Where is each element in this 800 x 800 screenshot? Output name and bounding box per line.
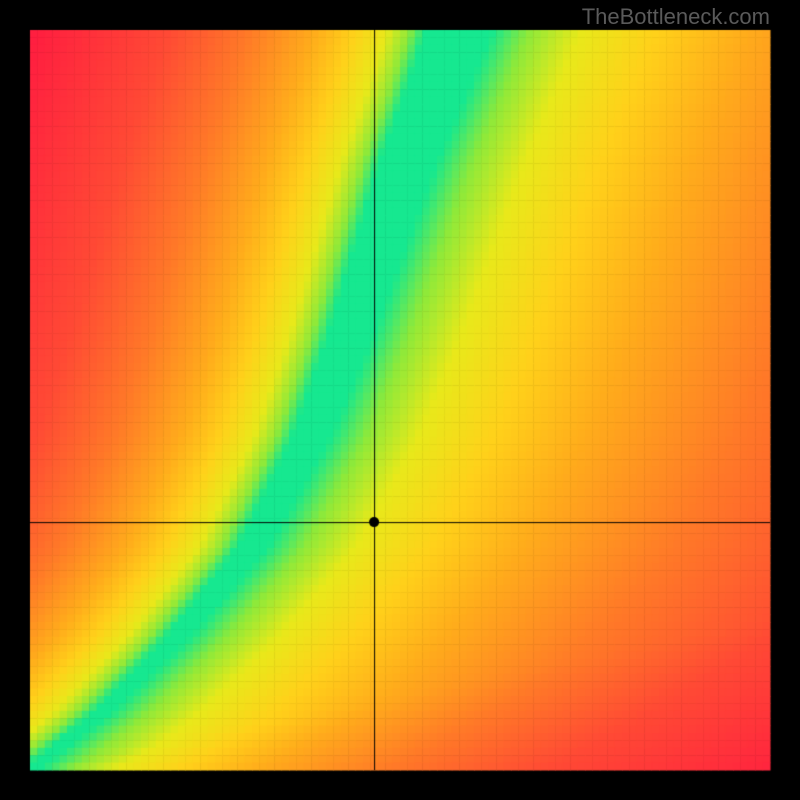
heatmap-canvas — [0, 0, 800, 800]
chart-container: TheBottleneck.com — [0, 0, 800, 800]
watermark-text: TheBottleneck.com — [582, 4, 770, 30]
